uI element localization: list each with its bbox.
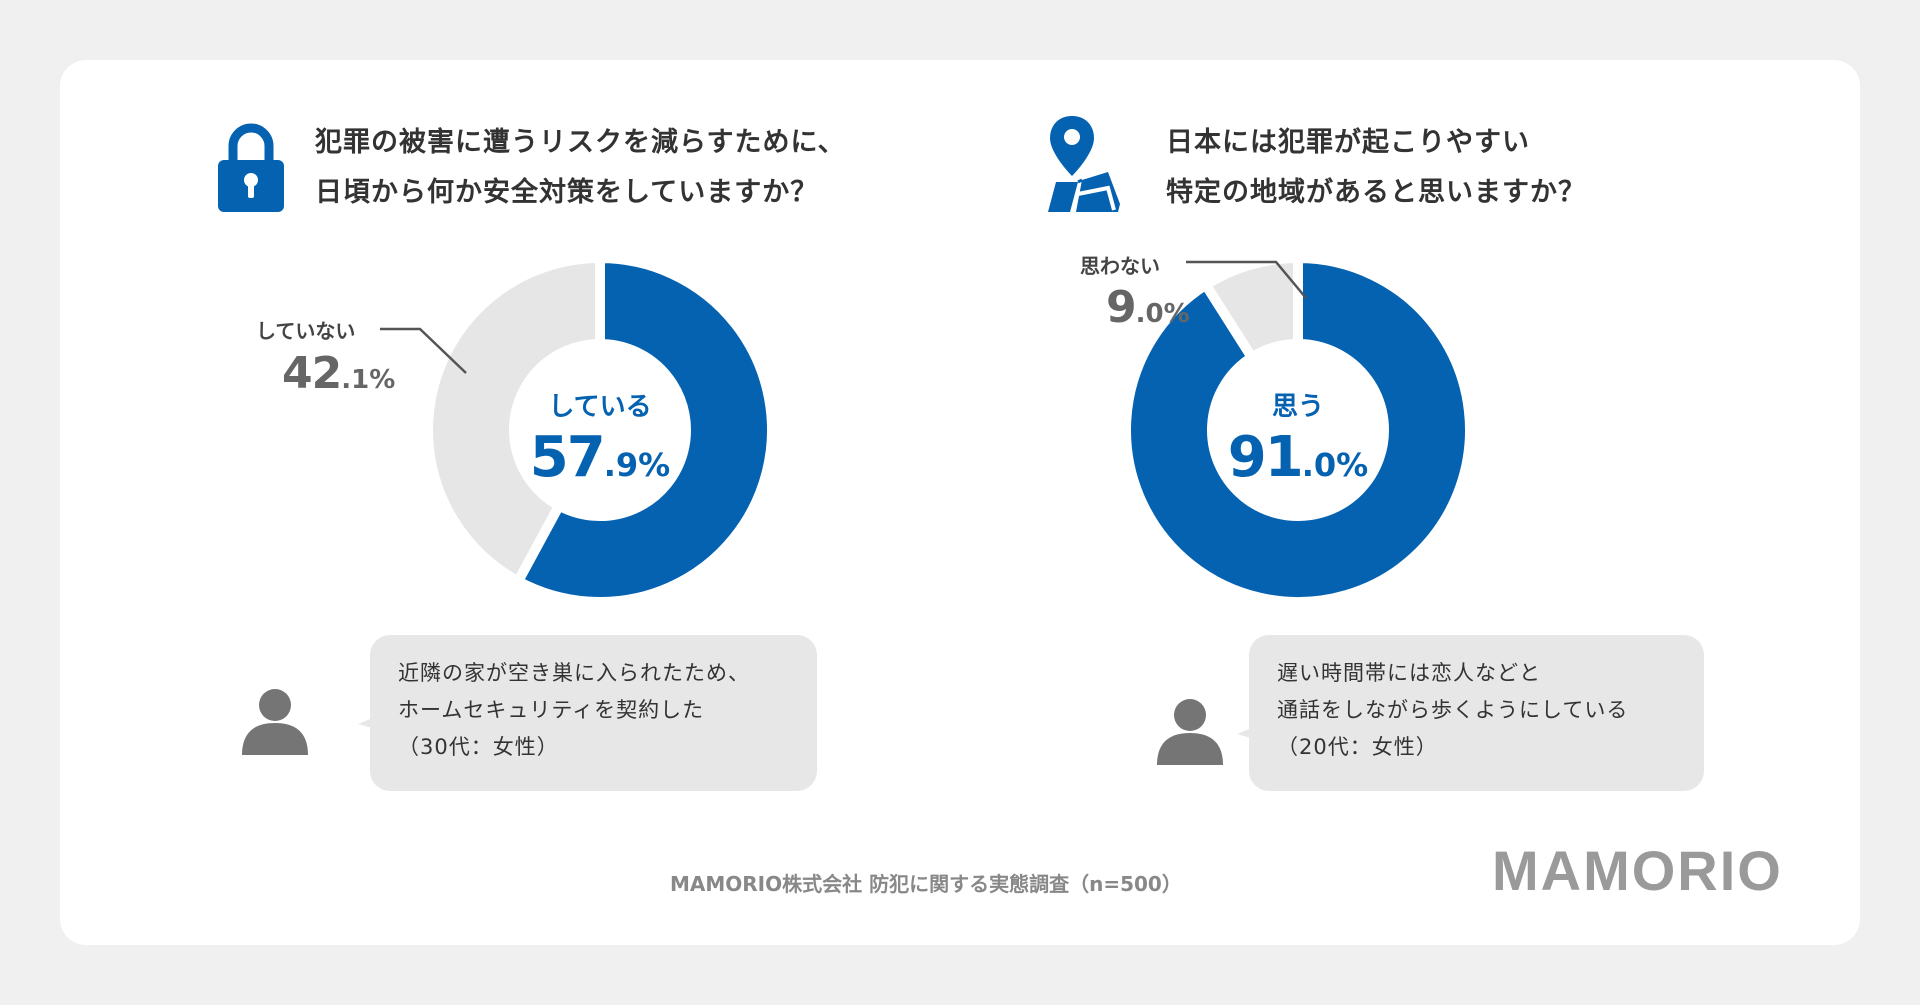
center-percent: 57.9% xyxy=(530,425,670,490)
question-title: 犯罪の被害に遭うリスクを減らすために、 日頃から何か安全対策をしていますか？ xyxy=(315,118,846,218)
question-title: 日本には犯罪が起こりやすい 特定の地域があると思いますか？ xyxy=(1166,118,1586,218)
panel-high-crime-areas: 日本には犯罪が起こりやすい 特定の地域があると思いますか？ 思う 91.0% 思わ… xyxy=(960,60,1860,945)
question-line-1: 日本には犯罪が起こりやすい xyxy=(1166,127,1530,158)
source-note: MAMORIO株式会社 防犯に関する実態調査（n=500） xyxy=(670,872,1182,896)
comment-line-3: （20代：女性） xyxy=(1277,735,1438,759)
comment-block: 遅い時間帯には恋人などと 通話をしながら歩くようにしている （20代：女性） xyxy=(1155,635,1755,795)
slice-minor xyxy=(1198,252,1303,365)
slice-label-minor: していない xyxy=(256,319,356,343)
slice-major xyxy=(1121,252,1475,607)
slice-major xyxy=(511,252,777,607)
brand-logo: MAMORIO xyxy=(1492,839,1783,902)
center-label: 思う xyxy=(1272,392,1324,422)
center-label: している xyxy=(548,392,651,422)
slice-label-minor: 思わない xyxy=(1080,254,1160,278)
lock-icon xyxy=(218,123,284,212)
percent-integer: 9 xyxy=(1106,282,1137,333)
percent-decimal: .0% xyxy=(1135,299,1190,329)
comment-line-3: （30代：女性） xyxy=(398,735,559,759)
slice-minor xyxy=(423,252,605,589)
comment-line-2: ホームセキュリティを契約した xyxy=(398,698,705,722)
comment-line-2: 通話をしながら歩くようにしている xyxy=(1277,698,1629,722)
leader-line xyxy=(380,327,467,374)
comment-bubble: 遅い時間帯には恋人などと 通話をしながら歩くようにしている （20代：女性） xyxy=(1249,635,1704,791)
map-pin-icon xyxy=(1048,116,1120,212)
user-avatar-icon xyxy=(242,689,308,755)
percent-integer: 42 xyxy=(282,348,342,399)
slice-percent-minor: 9.0% xyxy=(1106,282,1190,333)
question-line-2: 特定の地域があると思いますか？ xyxy=(1166,177,1586,208)
panel-safety-measures: 犯罪の被害に遭うリスクを減らすために、 日頃から何か安全対策をしていますか？ し… xyxy=(60,60,960,945)
comment-line-1: 遅い時間帯には恋人などと xyxy=(1277,661,1541,685)
comment-bubble: 近隣の家が空き巣に入られたため、 ホームセキュリティを契約した （30代：女性） xyxy=(370,635,817,791)
user-avatar-icon xyxy=(1157,699,1223,765)
question-line-2: 日頃から何か安全対策をしていますか？ xyxy=(315,177,819,208)
percent-decimal: .1% xyxy=(341,365,396,395)
comment-block: 近隣の家が空き巣に入られたため、 ホームセキュリティを契約した （30代：女性） xyxy=(240,635,890,795)
slice-percent-minor: 42.1% xyxy=(282,348,395,399)
center-percent: 91.0% xyxy=(1228,425,1368,490)
comment-line-1: 近隣の家が空き巣に入られたため、 xyxy=(398,661,750,685)
question-line-1: 犯罪の被害に遭うリスクを減らすために、 xyxy=(315,127,846,158)
infographic-card: 犯罪の被害に遭うリスクを減らすために、 日頃から何か安全対策をしていますか？ し… xyxy=(60,60,1860,945)
leader-line xyxy=(1186,260,1307,299)
